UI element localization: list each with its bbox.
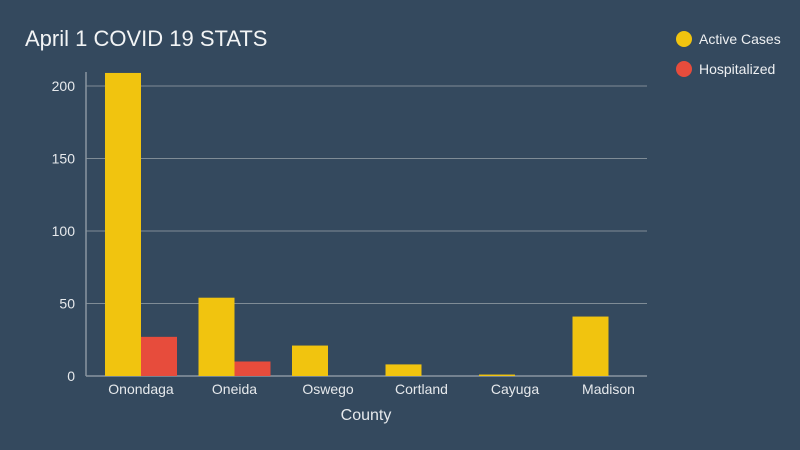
- legend-swatch-active-cases: [676, 31, 692, 47]
- x-tick-label: Oneida: [212, 381, 257, 397]
- x-tick-label: Cortland: [395, 381, 448, 397]
- x-axis-title: County: [341, 407, 392, 424]
- chart-title: April 1 COVID 19 STATS: [25, 26, 268, 51]
- y-tick-label: 200: [52, 78, 76, 94]
- y-tick-label: 100: [52, 223, 76, 239]
- legend-label-active-cases: Active Cases: [699, 31, 781, 47]
- x-tick-label: Oswego: [302, 381, 354, 397]
- bar-hospitalized[interactable]: [141, 336, 177, 376]
- x-tick-label: Cayuga: [491, 381, 539, 397]
- legend-item-hospitalized[interactable]: Hospitalized: [676, 54, 781, 84]
- y-tick-label: 150: [52, 151, 76, 167]
- bar-active-cases[interactable]: [198, 297, 235, 376]
- x-tick-label: Onondaga: [108, 381, 174, 397]
- legend: Active Cases Hospitalized: [676, 24, 781, 84]
- y-tick-label: 50: [59, 296, 75, 312]
- y-tick-label: 0: [67, 368, 75, 384]
- bar-hospitalized[interactable]: [234, 361, 271, 377]
- bar-active-cases[interactable]: [572, 316, 609, 376]
- legend-item-active-cases[interactable]: Active Cases: [676, 24, 781, 54]
- bar-active-cases[interactable]: [292, 345, 328, 376]
- bar-active-cases[interactable]: [105, 72, 141, 376]
- x-tick-label: Madison: [582, 381, 635, 397]
- bar-active-cases[interactable]: [385, 364, 422, 376]
- bar-active-cases[interactable]: [479, 374, 515, 376]
- legend-swatch-hospitalized: [676, 61, 692, 77]
- legend-label-hospitalized: Hospitalized: [699, 61, 776, 77]
